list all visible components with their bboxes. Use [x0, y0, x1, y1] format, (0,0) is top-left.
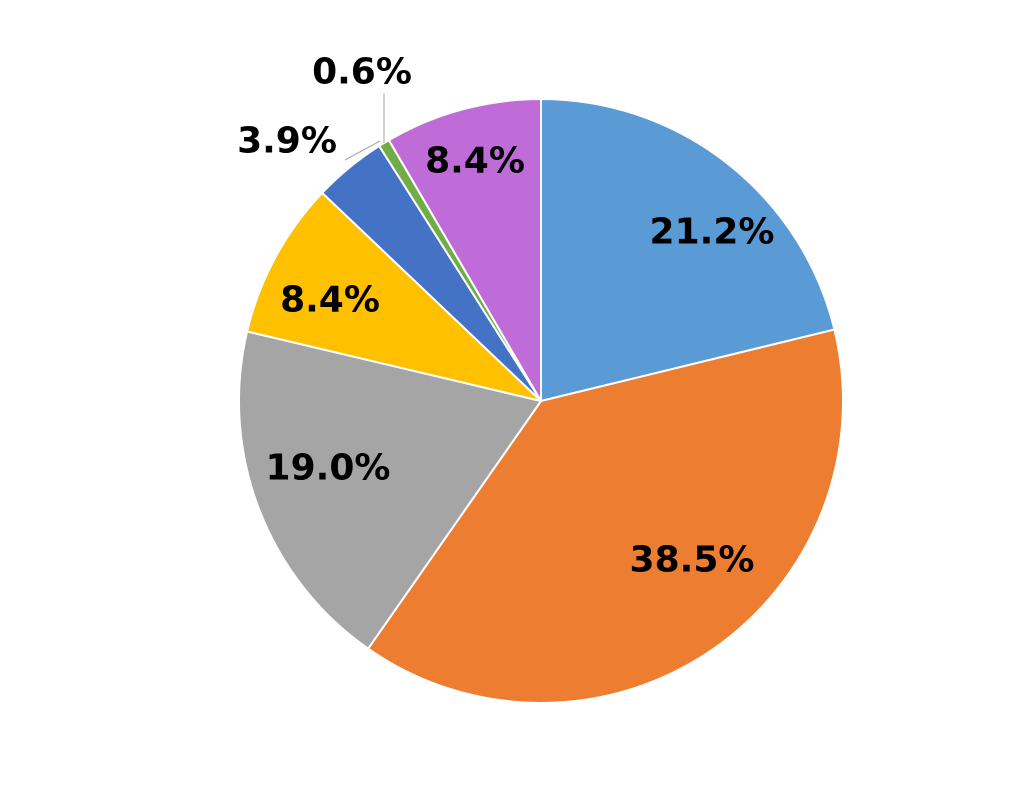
- pie-slice-2: [367, 328, 844, 704]
- data-labels: 21.2% 38.5% 19.0% 8.4% 3.9% 0.6% 8.4%: [237, 52, 774, 581]
- data-label-7: 8.4%: [425, 141, 525, 182]
- pie-slice-4: [246, 191, 542, 402]
- data-label-3: 19.0%: [266, 448, 391, 489]
- data-label-2: 38.5%: [630, 540, 755, 581]
- data-label-5: 3.9%: [237, 121, 337, 162]
- data-label-6: 0.6%: [312, 52, 412, 93]
- data-label-1: 21.2%: [650, 212, 775, 253]
- pie-slice-3: [238, 330, 542, 650]
- pie-slices: [238, 98, 844, 704]
- leader-line-5: [344, 140, 381, 161]
- pie-slice-7: [387, 98, 542, 402]
- pie-slice-1: [540, 98, 836, 402]
- data-label-4: 8.4%: [280, 280, 380, 321]
- leader-lines: [344, 93, 385, 161]
